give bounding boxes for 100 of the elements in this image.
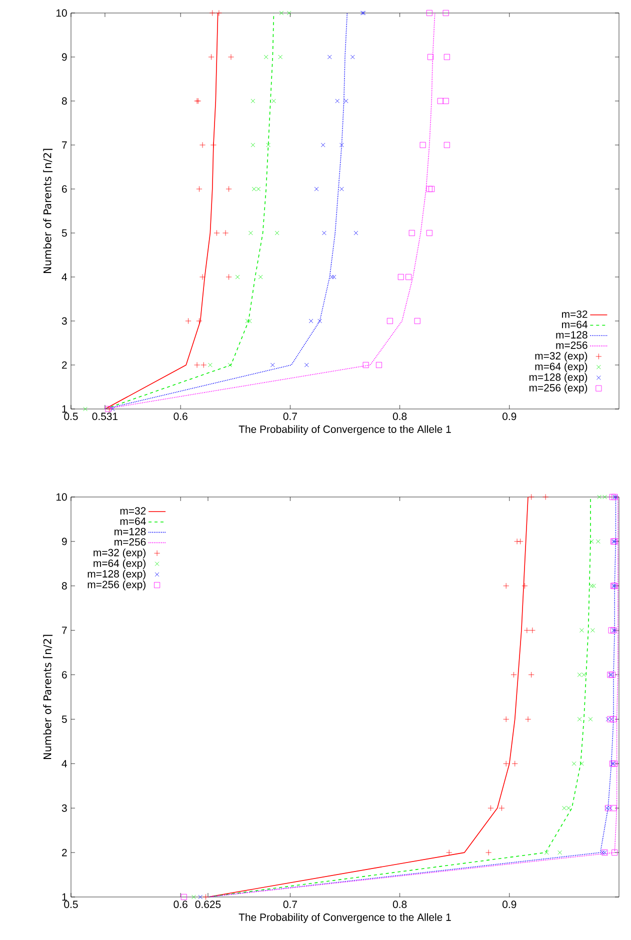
point xyxy=(406,274,412,280)
point xyxy=(572,761,576,766)
x-tick-label: 0.531 xyxy=(92,412,118,420)
point xyxy=(185,318,192,324)
point xyxy=(522,582,528,589)
point xyxy=(498,805,505,812)
point xyxy=(196,186,202,192)
y-tick-label: 1 xyxy=(62,893,67,901)
point xyxy=(442,98,449,104)
point xyxy=(600,850,605,855)
y-tick-label: 10 xyxy=(56,9,67,17)
point xyxy=(308,318,314,324)
point xyxy=(208,362,212,368)
legend-label: m=256 (exp) xyxy=(529,384,588,394)
y-tick-label: 4 xyxy=(62,273,67,281)
y-tick-label: 6 xyxy=(62,671,67,678)
legend-label: m=64 (exp) xyxy=(94,559,146,569)
point xyxy=(200,142,206,148)
y-tick-label: 9 xyxy=(62,538,67,546)
y-tick-label: 3 xyxy=(62,317,67,325)
point xyxy=(408,230,415,236)
legend-label: m=128 (exp) xyxy=(529,373,588,383)
point xyxy=(503,716,510,722)
legend-label: m=256 xyxy=(114,538,146,546)
point xyxy=(362,362,369,368)
y-tick-label: 4 xyxy=(62,760,67,768)
y-tick-label: 7 xyxy=(62,626,67,634)
point xyxy=(340,142,344,148)
point xyxy=(376,362,382,368)
x-tick-label: 0.8 xyxy=(392,412,407,420)
point xyxy=(320,142,326,148)
point xyxy=(110,406,115,412)
y-tick-label: 5 xyxy=(62,716,67,723)
point xyxy=(202,894,209,900)
x-tick-label: 0.625 xyxy=(195,900,221,908)
legend-label: m=64 xyxy=(562,320,588,328)
point xyxy=(335,98,340,104)
point xyxy=(214,230,220,236)
legend-label: m=32 xyxy=(120,507,146,515)
point xyxy=(398,274,404,280)
y-tick-label: 7 xyxy=(62,141,67,149)
point xyxy=(194,362,200,368)
legend-label: m=256 xyxy=(556,342,588,349)
point xyxy=(208,54,214,60)
point xyxy=(180,894,187,900)
y-axis-title: Number of Parents ⌈n/2⌉ xyxy=(43,634,52,759)
point xyxy=(590,628,595,633)
x-tick-label: 0.6 xyxy=(174,412,188,420)
point xyxy=(330,274,334,280)
point xyxy=(209,10,216,16)
point xyxy=(444,142,450,148)
point xyxy=(318,318,322,324)
point xyxy=(426,230,432,236)
point xyxy=(196,318,202,324)
point xyxy=(606,717,610,722)
point xyxy=(192,894,196,900)
point xyxy=(245,318,250,324)
point xyxy=(612,850,618,856)
point xyxy=(226,186,232,192)
point xyxy=(264,54,268,60)
point xyxy=(314,186,319,192)
point xyxy=(258,274,263,280)
point xyxy=(544,850,549,855)
legend-label: m=128 xyxy=(114,528,146,536)
y-tick-label: 6 xyxy=(62,185,67,193)
point xyxy=(354,230,358,236)
point xyxy=(83,406,88,412)
x-tick-label: 0.6 xyxy=(174,900,188,908)
point xyxy=(517,538,524,544)
point xyxy=(577,717,582,722)
point xyxy=(442,10,449,16)
point xyxy=(386,318,393,324)
y-tick-label: 8 xyxy=(62,97,67,105)
point xyxy=(200,274,206,280)
x-tick-label: 0.7 xyxy=(283,900,297,908)
point xyxy=(200,362,207,368)
point xyxy=(427,54,434,60)
x-axis-title: The Probability of Convergence to the Allele 1 xyxy=(238,425,451,436)
point xyxy=(426,10,432,16)
point xyxy=(327,54,332,60)
x-tick-label: 0.7 xyxy=(283,412,297,420)
point xyxy=(529,627,536,634)
point xyxy=(270,362,275,368)
point xyxy=(235,274,240,280)
point xyxy=(525,716,532,722)
x-tick-label: 0.8 xyxy=(392,900,407,908)
y-tick-label: 5 xyxy=(62,229,67,237)
point xyxy=(274,230,280,236)
point xyxy=(278,54,283,60)
point xyxy=(272,98,276,104)
point xyxy=(344,98,348,104)
point xyxy=(247,318,252,324)
x-tick-label: 0.5 xyxy=(64,900,78,908)
point xyxy=(228,54,234,60)
point xyxy=(558,850,562,855)
point xyxy=(512,760,518,767)
point xyxy=(266,142,270,148)
point xyxy=(226,274,232,280)
line-series xyxy=(104,12,348,410)
y-tick-label: 10 xyxy=(56,493,67,501)
